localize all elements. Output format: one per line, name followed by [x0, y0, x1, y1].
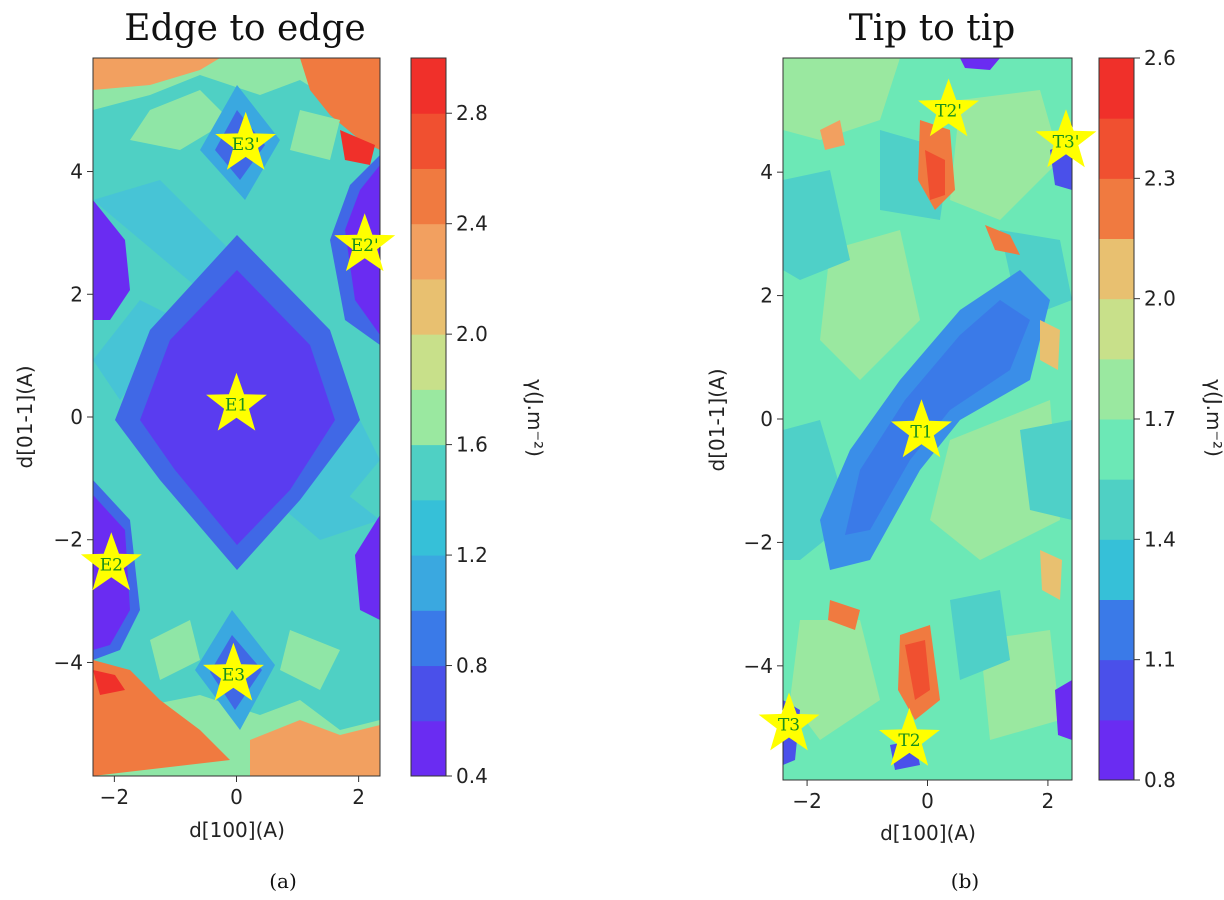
colorbar-band [1099, 298, 1134, 360]
panel-a-ylabel: d[01-1](A) [13, 366, 37, 469]
star-marker-label: T1 [910, 422, 932, 442]
colorbar-tick-label: 2.3 [1144, 166, 1176, 190]
star-marker [80, 532, 142, 591]
colorbar-tick-label: 1.1 [1144, 648, 1176, 672]
panel-b-caption: (b) [951, 869, 979, 893]
panel-b-title: Tip to tip [849, 8, 1016, 49]
y-tick-label: 4 [760, 160, 773, 184]
colorbar-band [411, 168, 446, 225]
star-marker-label: T3' [1053, 132, 1080, 152]
colorbar-band [411, 720, 446, 777]
colorbar-band [1099, 118, 1134, 179]
star-marker [203, 642, 264, 701]
star-marker [1035, 109, 1097, 168]
y-tick-label: −2 [744, 530, 773, 554]
colorbar-tick-label: 2.0 [456, 322, 488, 346]
star-marker-label: E2 [100, 555, 123, 575]
star-marker-label: E3' [232, 135, 260, 155]
panel-a-ticks: −2 0 2 −4 −2 0 2 4 [54, 160, 365, 809]
x-tick-label: −2 [100, 785, 129, 809]
colorbar-band [411, 334, 446, 390]
y-tick-label: 4 [70, 160, 83, 184]
star-marker-label: E2' [351, 236, 379, 256]
colorbar-tick-label: 1.4 [1144, 527, 1176, 551]
colorbar-band [1099, 419, 1134, 480]
star-marker [334, 213, 396, 272]
colorbar-band [411, 58, 446, 114]
colorbar-tick-label: 2.6 [1144, 46, 1176, 70]
panel-b-markers: T1 T2 T2' T3 T3' [758, 78, 1097, 766]
star-marker [918, 78, 979, 137]
x-tick-label: 0 [921, 789, 934, 813]
colorbar-band [1099, 58, 1134, 119]
y-tick-label: 0 [70, 405, 83, 429]
colorbar-tick-label: 0.8 [1144, 768, 1176, 792]
colorbar-band [411, 444, 446, 501]
colorbar-tick-label: 0.8 [456, 654, 488, 678]
colorbar-frame [410, 57, 447, 777]
x-tick-label: 2 [1042, 789, 1055, 813]
colorbar-band [1099, 539, 1134, 600]
star-marker-label: E1 [225, 396, 248, 416]
panel-a-caption: (a) [269, 869, 297, 893]
panel-a-colorbar-label: γ(J.m⁻²) [523, 379, 547, 457]
colorbar-tick-label: 1.6 [456, 433, 488, 457]
panel-b-ticks: −2 0 2 −4 −2 0 2 4 [744, 160, 1055, 813]
colorbar-band [1099, 719, 1134, 781]
colorbar-band [1099, 178, 1134, 239]
panel-tip-to-tip: Tip to tip [705, 8, 1224, 893]
panel-a-markers: E1 E2 E2' E3 E3' [80, 111, 396, 701]
colorbar-tick-label: 0.4 [456, 764, 488, 788]
colorbar-band [411, 113, 446, 169]
colorbar-band [1099, 479, 1134, 540]
star-marker-label: E3 [222, 666, 245, 686]
panel-a-title: Edge to edge [124, 8, 365, 49]
colorbar-band [411, 223, 446, 280]
y-tick-label: −4 [744, 654, 773, 678]
x-tick-label: −2 [792, 789, 821, 813]
panel-b-ylabel: d[01-1](A) [705, 369, 729, 472]
panel-edge-to-edge: Edge to edge [13, 8, 547, 893]
x-tick-label: 0 [230, 785, 243, 809]
y-tick-label: 0 [760, 407, 773, 431]
star-marker-label: T3 [778, 715, 800, 735]
panel-b-colorbar: 0.8 1.1 1.4 1.7 2.0 2.3 2.6 [1098, 46, 1176, 792]
x-tick-label: 2 [352, 785, 365, 809]
colorbar-tick-label: 2.0 [1144, 287, 1176, 311]
y-tick-label: −4 [54, 650, 83, 674]
colorbar-band [411, 278, 446, 335]
y-tick-label: −2 [54, 528, 83, 552]
star-marker [206, 372, 267, 431]
colorbar-band [1099, 659, 1134, 721]
colorbar-band [411, 389, 446, 446]
colorbar-band [411, 665, 446, 722]
star-marker-label: T2 [898, 731, 920, 751]
star-marker [758, 692, 820, 751]
colorbar-tick-label: 2.4 [456, 212, 488, 236]
panel-a-xlabel: d[100](A) [189, 818, 285, 842]
panel-b-colorbar-label: γ(J.m⁻²) [1202, 379, 1224, 457]
colorbar-tick-label: 1.7 [1144, 407, 1176, 431]
panel-b-xlabel: d[100](A) [880, 821, 976, 845]
colorbar-band [411, 499, 446, 556]
y-tick-label: 2 [70, 282, 83, 306]
colorbar-band [1099, 238, 1134, 300]
panel-a-colorbar: 0.4 0.8 1.2 1.6 2.0 2.4 2.8 [410, 57, 488, 788]
colorbar-band [411, 555, 446, 611]
y-tick-label: 2 [760, 284, 773, 308]
panel-b-heatmap [783, 58, 1072, 780]
star-marker [891, 399, 952, 458]
star-marker [879, 707, 940, 766]
colorbar-tick-label: 1.2 [456, 543, 488, 567]
colorbar-tick-label: 2.8 [456, 101, 488, 125]
star-marker [215, 111, 277, 170]
colorbar-band [1099, 358, 1134, 420]
colorbar-band [1099, 599, 1134, 661]
colorbar-band [411, 610, 446, 667]
star-marker-label: T2' [935, 101, 962, 121]
